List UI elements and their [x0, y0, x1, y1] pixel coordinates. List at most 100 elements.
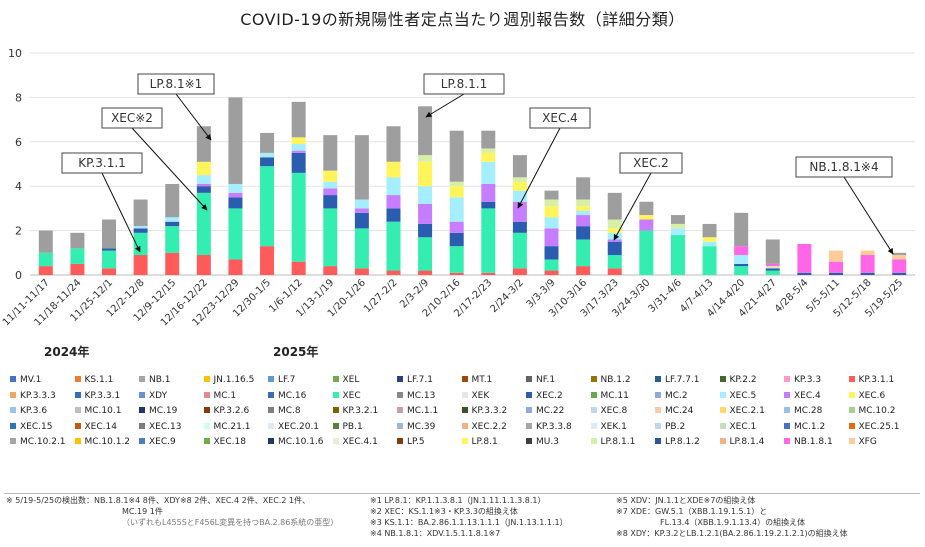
- bar-segment: [860, 272, 875, 275]
- legend-label: KP.3.3.1: [84, 390, 121, 401]
- bar-segment: [196, 161, 211, 176]
- legend-label: MC.11: [600, 390, 629, 401]
- bar-segment: [102, 219, 117, 249]
- annotation-arrow: [843, 176, 894, 255]
- legend-label: MC.10.1.2: [84, 437, 131, 447]
- legend-swatch: [397, 438, 403, 444]
- note-1: ※1 LP.8.1：KP.1.1.3.8.1（JN.1.11.1.1.3.8.1…: [370, 496, 546, 505]
- legend-item: XEC.14: [74, 422, 117, 432]
- legend-item: KP.3.6: [10, 406, 47, 416]
- bar-segment: [576, 239, 591, 267]
- legend-item: MC.21.1: [203, 422, 250, 432]
- legend-label: LP.8.1.1: [600, 437, 636, 447]
- legend-item: MC.1: [203, 391, 236, 401]
- bar-segment: [323, 266, 338, 275]
- legend-label: XEC.4: [794, 390, 821, 401]
- legend-label: XFG: [858, 437, 877, 447]
- annotation-label: LP.8.1.1: [441, 77, 487, 91]
- bar-segment: [196, 126, 211, 162]
- legend-label: LF.7.1: [407, 375, 433, 385]
- y-tick-label: 10: [8, 47, 22, 60]
- bar-segment: [576, 199, 591, 207]
- y-tick-label: 0: [15, 269, 22, 282]
- bar-segment: [607, 255, 622, 269]
- x-tick-label: 3/31-4/6: [646, 277, 684, 315]
- legend-swatch: [139, 407, 145, 413]
- bar-segment: [386, 208, 401, 222]
- annotation-arrow: [175, 93, 212, 141]
- legend-label: MC.1.2: [794, 421, 826, 432]
- bar-segment: [544, 206, 559, 218]
- legend-swatch: [848, 422, 855, 429]
- bar-segment: [196, 186, 211, 193]
- bar-segment: [70, 248, 85, 264]
- bar-segment: [133, 228, 148, 233]
- bar-segment: [323, 195, 338, 209]
- legend-swatch: [139, 422, 145, 429]
- legend-label: KP.3.2.6: [213, 406, 250, 416]
- legend-item: LP.8.1.2: [655, 437, 700, 447]
- note-3: ※3 KS.1.1：BA.2.86.1.1.13.1.1.1（JN.1.13.1…: [370, 518, 568, 527]
- bar-segment: [323, 170, 338, 182]
- bar-segment: [765, 239, 780, 264]
- note-8: ※8 XDY：KP.3.2とLB.1.2.1(BA.2.86.1.19.2.1.…: [616, 529, 848, 538]
- legend-item: MC.19: [139, 406, 177, 416]
- legend-item: PB.2: [655, 422, 685, 432]
- bar-segment: [734, 246, 749, 256]
- bar-segment: [323, 208, 338, 267]
- bar-segment: [449, 272, 464, 275]
- bar-segment: [38, 266, 53, 275]
- legend-item: MU.3: [526, 437, 559, 447]
- bar-segment: [576, 177, 591, 200]
- legend-item: KP.3.3: [784, 375, 821, 385]
- note-summary-1: ※ 5/19-5/25の検出数：NB.1.8.1※4 8件、XDY※8 2件、X…: [6, 496, 311, 505]
- bar-segment: [260, 246, 275, 275]
- legend-item: MV.1: [10, 375, 41, 385]
- legend-swatch: [461, 376, 468, 382]
- legend-label: PB.1: [342, 421, 363, 432]
- legend-swatch: [655, 376, 661, 382]
- bar-segment: [765, 268, 780, 271]
- bar-segment: [70, 263, 85, 275]
- y-tick-label: 8: [15, 91, 22, 104]
- bar-segment: [481, 201, 496, 209]
- note-4: ※4 NB.1.8.1：XDV.1.5.1.1.8.1※7: [370, 529, 501, 538]
- legend-item: NB.1.2: [590, 375, 631, 385]
- legend-label: XEC.1: [729, 421, 757, 432]
- legend-swatch: [848, 438, 855, 444]
- bar-segment: [260, 152, 275, 158]
- footnotes: ※ 5/19-5/25の検出数：NB.1.8.1※4 8件、XDY※8 2件、X…: [4, 493, 920, 546]
- annotation-label: NB.1.8.1※4: [809, 160, 878, 174]
- bar-segment: [228, 208, 243, 260]
- legend-label: MT.1: [471, 375, 493, 385]
- bar-segment: [765, 266, 780, 269]
- bar-segment: [386, 221, 401, 271]
- legend-label: XEC.6: [858, 390, 886, 401]
- legend-label: LF.7: [278, 375, 296, 385]
- legend-swatch: [590, 391, 597, 398]
- annotation-box: [101, 107, 163, 129]
- legend-label: NB.1.8.1: [794, 437, 833, 447]
- bar-segment: [228, 192, 243, 198]
- legend-item: XEC.20.1: [268, 422, 319, 432]
- legend-label: MC.22: [536, 406, 565, 416]
- legend-item: XDY: [139, 391, 167, 401]
- bar-segment: [797, 243, 812, 273]
- legend-label: XEC.20.1: [278, 421, 320, 432]
- bar-segment: [512, 155, 527, 178]
- legend-swatch: [203, 407, 210, 413]
- bar-segment: [576, 266, 591, 275]
- bar-segment: [418, 237, 433, 271]
- bar-segment: [860, 250, 875, 256]
- bar-segment: [892, 255, 907, 260]
- annotation-label: XEC※2: [111, 111, 153, 125]
- bar-segment: [196, 175, 211, 184]
- bar-segment: [386, 195, 401, 209]
- bar-segment: [828, 272, 843, 275]
- bar-segment: [576, 215, 591, 227]
- bar-segment: [260, 157, 275, 167]
- legend-item: XEK: [461, 391, 489, 401]
- bar-segment: [38, 230, 53, 253]
- note-5: ※5 XDV：JN.1.1とXDE※7の組換え体: [616, 496, 756, 505]
- bar-segment: [639, 219, 654, 231]
